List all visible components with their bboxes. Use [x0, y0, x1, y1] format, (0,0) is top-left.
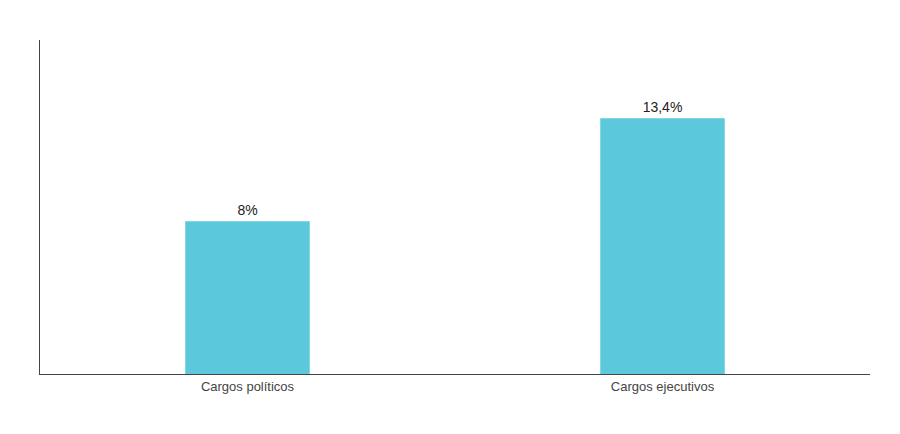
svg-text:13,4%: 13,4%	[643, 99, 683, 115]
svg-text:Cargos ejecutivos: Cargos ejecutivos	[611, 379, 715, 394]
svg-text:Cargos políticos: Cargos políticos	[201, 379, 295, 394]
svg-text:8%: 8%	[237, 202, 257, 218]
